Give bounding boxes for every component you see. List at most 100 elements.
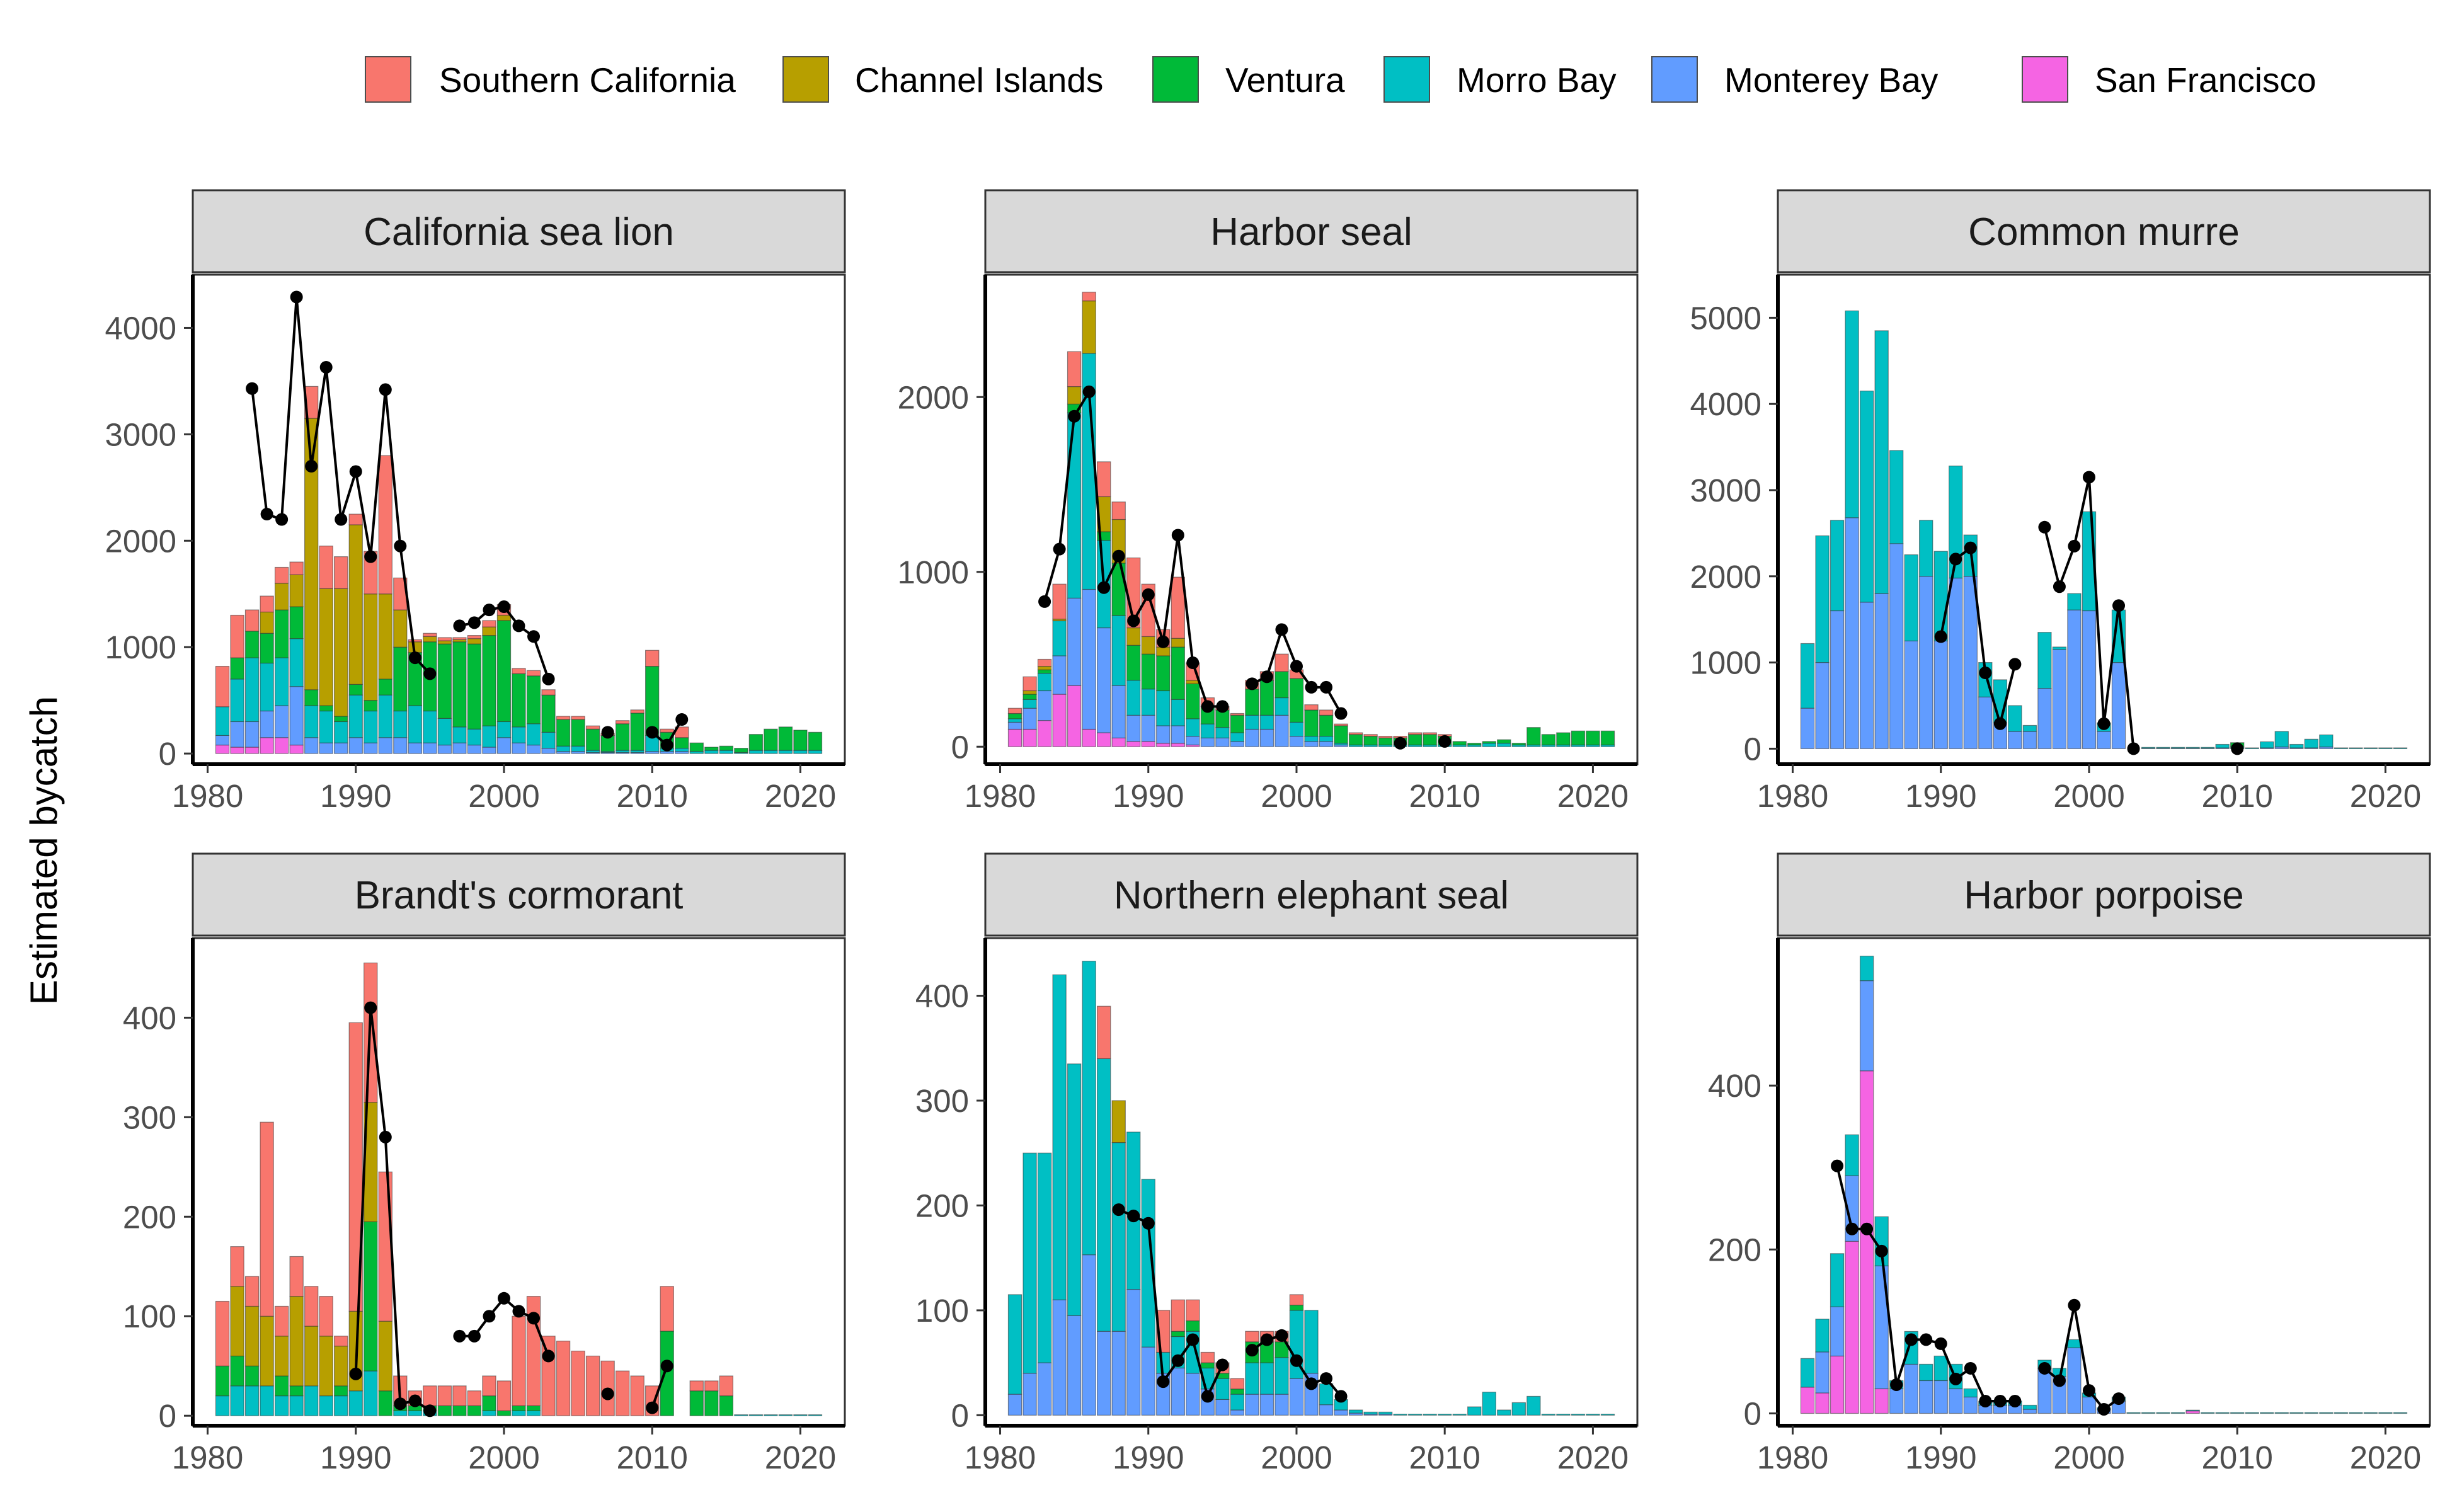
bar-stack-1985: [274, 1305, 289, 1416]
estimate-point: [497, 600, 510, 614]
y-tick-label: 300: [915, 1083, 969, 1119]
bar-segment-san-francisco: [1126, 741, 1141, 747]
bar-segment-southern-california: [1186, 1299, 1200, 1322]
bar-segment-morro-bay: [778, 1414, 793, 1416]
bar-stack-2014: [704, 747, 719, 754]
bar-segment-monterey-bay: [1171, 725, 1185, 744]
bar-segment-ventura: [274, 609, 289, 658]
bar-segment-morro-bay: [2304, 1412, 2319, 1414]
bar-stack-1986: [289, 561, 304, 754]
bar-segment-morro-bay: [764, 1414, 778, 1416]
bar-stack-1982: [1022, 676, 1037, 747]
bar-stack-2001: [512, 668, 526, 754]
bar-stack-1991: [364, 551, 378, 754]
bar-segment-morro-bay: [393, 1410, 408, 1416]
bar-segment-morro-bay: [2126, 1412, 2141, 1414]
bar-segment-ventura: [1571, 730, 1586, 746]
bar-segment-monterey-bay: [1274, 714, 1289, 747]
bar-stack-2005: [1363, 1411, 1378, 1416]
bar-segment-channel-islands: [1037, 665, 1052, 670]
y-tick-label: 100: [915, 1293, 969, 1329]
bar-stack-2017: [748, 1414, 764, 1416]
bar-segment-san-francisco: [1007, 728, 1022, 747]
panel-strip: [192, 852, 846, 937]
bar-stack-2008: [1407, 1414, 1423, 1416]
bar-segment-ventura: [393, 646, 408, 712]
bar-stack-1986: [1082, 961, 1096, 1416]
bar-segment-monterey-bay: [1889, 1388, 1904, 1414]
bar-segment-southern-california: [1334, 723, 1348, 726]
bar-stack-2007: [2185, 1409, 2200, 1414]
bar-segment-monterey-bay: [467, 744, 482, 754]
bar-segment-ventura: [1259, 680, 1274, 716]
y-tick-label: 0: [951, 729, 969, 765]
bar-segment-monterey-bay: [378, 737, 392, 754]
bar-stack-1981: [1800, 643, 1815, 749]
bar-segment-morro-bay: [408, 1410, 423, 1416]
bar-segment-ventura: [1126, 644, 1141, 681]
estimate-point: [1979, 1394, 1992, 1407]
bar-segment-morro-bay: [1096, 1058, 1111, 1332]
bar-segment-morro-bay: [1511, 1402, 1526, 1416]
bar-stack-2004: [1348, 1409, 1363, 1416]
legend-item-ventura: Ventura: [1152, 56, 1345, 103]
bar-segment-morro-bay: [215, 706, 230, 736]
bar-stack-1982: [1815, 535, 1830, 749]
bar-segment-ventura: [482, 635, 496, 726]
bar-segment-monterey-bay: [1933, 640, 1948, 749]
bar-segment-morro-bay: [1200, 723, 1215, 738]
bar-stack-1988: [319, 546, 333, 754]
bar-segment-san-francisco: [244, 747, 260, 754]
bar-stack-2015: [719, 1375, 734, 1416]
estimate-point: [1112, 549, 1125, 563]
estimate-point: [335, 513, 348, 526]
bar-segment-monterey-bay: [1082, 1254, 1096, 1416]
bar-stack-1997: [1245, 680, 1259, 747]
estimate-point: [1068, 410, 1081, 423]
bar-stack-1989: [1919, 520, 1933, 749]
bar-segment-southern-california: [215, 1300, 230, 1366]
bar-segment-southern-california: [378, 455, 392, 595]
bar-stack-1999: [2067, 1339, 2082, 1414]
bar-segment-morro-bay: [2245, 1412, 2259, 1414]
bar-segment-morro-bay: [2037, 632, 2052, 689]
bar-segment-morro-bay: [437, 718, 452, 746]
bar-segment-monterey-bay: [1082, 588, 1096, 730]
bar-stack-2010: [1438, 1414, 1452, 1416]
bar-segment-morro-bay: [1363, 1411, 1378, 1415]
bar-stack-2013: [1482, 1392, 1496, 1416]
estimate-point: [453, 1329, 466, 1343]
bar-stack-1988: [1904, 1331, 1918, 1414]
bar-stack-2014: [2289, 1412, 2304, 1414]
estimate-point: [1097, 581, 1111, 594]
estimate-line: [1934, 471, 2244, 755]
x-tick-label: 2020: [765, 1440, 836, 1475]
bar-segment-ventura: [452, 1405, 467, 1416]
bar-segment-monterey-bay: [1007, 721, 1022, 730]
y-tick-label: 0: [159, 736, 176, 772]
estimate-point: [2112, 1392, 2126, 1406]
legend-key-san-francisco: [2022, 56, 2068, 103]
x-axis: 1980 1990 2000 2010 2020: [1757, 764, 2421, 814]
bar-segment-channel-islands: [289, 574, 304, 607]
bar-stack-1983: [1830, 1253, 1845, 1414]
bar-segment-monterey-bay: [1126, 1289, 1141, 1416]
x-tick-label: 2020: [2350, 1440, 2421, 1475]
bar-segment-monterey-bay: [2067, 609, 2082, 749]
bar-segment-monterey-bay: [437, 744, 452, 754]
bar-segment-monterey-bay: [1319, 1404, 1334, 1416]
estimate-point: [423, 1404, 437, 1418]
bar-segment-monterey-bay: [1933, 1380, 1948, 1414]
bar-segment-san-francisco: [1067, 685, 1082, 747]
bar-stack-1983: [1037, 1152, 1052, 1416]
estimate-point: [542, 1349, 555, 1363]
bar-segment-morro-bay: [1407, 1414, 1423, 1416]
bar-stack-2000: [496, 1380, 512, 1416]
bar-segment-morro-bay: [2141, 1412, 2156, 1414]
x-tick-label: 2020: [1557, 1440, 1629, 1475]
bar-stack-1984: [1845, 1134, 1859, 1414]
legend-label: Ventura: [1225, 60, 1345, 100]
bar-segment-morro-bay: [1815, 1319, 1830, 1353]
y-tick-label: 200: [1708, 1232, 1761, 1268]
bar-segment-ventura: [378, 1390, 392, 1416]
